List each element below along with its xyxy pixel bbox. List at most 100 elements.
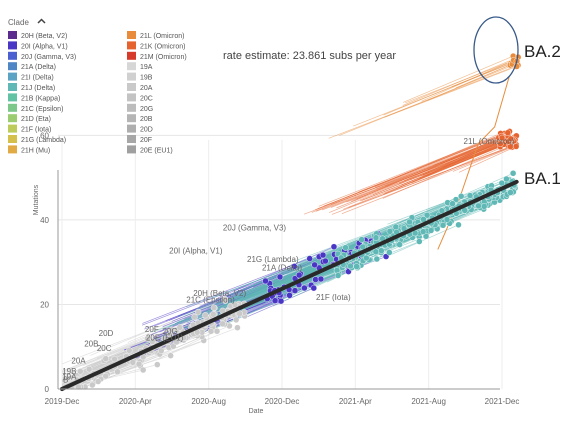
tip-point [330,243,338,250]
legend-swatch [127,135,136,143]
branch-line [336,138,511,209]
legend-item: 20C [140,95,153,102]
legend-item: 21J (Delta) [21,85,55,92]
tip-point [94,378,102,385]
tip-point [202,312,209,319]
tip-point [232,316,240,324]
tip-point [194,308,202,316]
tip-point [271,297,279,304]
rate-estimate: rate estimate: 23.861 subs per year [223,50,396,62]
tip-point [452,196,460,203]
chevron-up-icon[interactable] [37,18,46,24]
legend-swatch [127,72,136,81]
legend-item: 21L (Omicron) [140,33,184,40]
legend-swatch [127,41,136,50]
branch-line [404,137,499,181]
tip-point [363,254,370,262]
tip-point [139,366,147,374]
branch-line [372,143,501,196]
y-tick-label: 0 [45,385,50,394]
legend-swatch [127,145,136,154]
branch-line [458,146,517,173]
x-tick-label: 2020-Apr [119,397,152,406]
clade-label: 20E (EU1) [146,333,184,342]
tip-point [306,255,313,262]
y-tick-label: 60 [40,131,49,140]
tip-point [475,202,482,210]
legend-swatch [127,62,136,71]
clade-label: 21G (Lambda) [247,255,299,264]
tip-point [75,383,82,391]
branch-line [402,56,519,106]
tip-point [114,368,121,375]
legend-swatch [127,31,136,39]
clade-label: 19A [62,373,77,382]
legend-item: 21K (Omicron) [140,43,186,50]
tip-point [503,175,510,183]
tip-point [458,193,465,200]
tip-point [126,347,133,354]
tip-point [498,134,506,142]
tip-point [504,129,511,136]
legend-swatch [127,51,136,60]
tip-point [372,248,380,255]
tip-point [231,301,239,308]
legend-item: 19A [140,64,153,71]
branch-line [341,145,514,214]
tip-point [372,234,380,241]
tip-point [77,368,84,375]
clade-label: 21F (Iota) [316,293,351,302]
branch-line [455,63,513,89]
tip-point [310,284,317,292]
x-tick-label: 2019-Dec [45,397,80,406]
tip-point [295,271,303,279]
tip-point [427,227,435,234]
tip-point [129,359,137,366]
tip-point [396,241,403,248]
branch-line [384,140,515,194]
clade-label: 20G [163,327,178,336]
tip-point [89,381,96,389]
tip-point [416,238,423,245]
legend-item: 21A (Delta) [21,64,56,71]
clade-label: 20I (Alpha, V1) [169,247,223,256]
branch-line [61,329,172,372]
tip-point [481,203,488,210]
tip-point [234,324,241,331]
legend-swatch [8,103,17,112]
legend-swatch [127,83,136,91]
clade-labels: 21L (Omicron) 20J (Gamma, V3) 20I (Alpha, … [62,137,514,385]
tip-point [167,352,174,359]
legend-item: 21I (Delta) [21,75,54,82]
tip-point [144,335,151,342]
legend-item: 20G [140,106,153,113]
tip-point [347,262,354,270]
tip-point [207,328,215,335]
legend-item: 20F [140,137,152,144]
tip-point [286,292,293,299]
branch-line [61,350,130,377]
axes: 0 20 40 60 2019-Dec 2020-Apr 2020-Aug 2020-Dec 2… [33,131,519,415]
tip-point [423,212,431,219]
legend-swatch [127,103,136,112]
tip-point [353,263,360,270]
tip-point [466,192,474,199]
tip-point [509,170,517,177]
tip-point [210,304,218,311]
tip-point [277,297,285,305]
clade-label: 20B [84,340,98,349]
ba2-highlight-circle [473,16,519,84]
x-tick-label: 2021-Dec [485,397,520,406]
branch-line [316,203,453,257]
legend-item: 21G (Lambda) [21,137,66,144]
tip-point [378,247,385,254]
x-tick-label: 2020-Aug [191,397,226,406]
tip-point [262,277,269,285]
clade-label: B [63,376,68,385]
tip-point [317,275,325,283]
y-tick-label: 20 [40,300,49,309]
tip-point [85,365,93,373]
tip-point [419,228,427,235]
legend-swatch [8,145,17,154]
